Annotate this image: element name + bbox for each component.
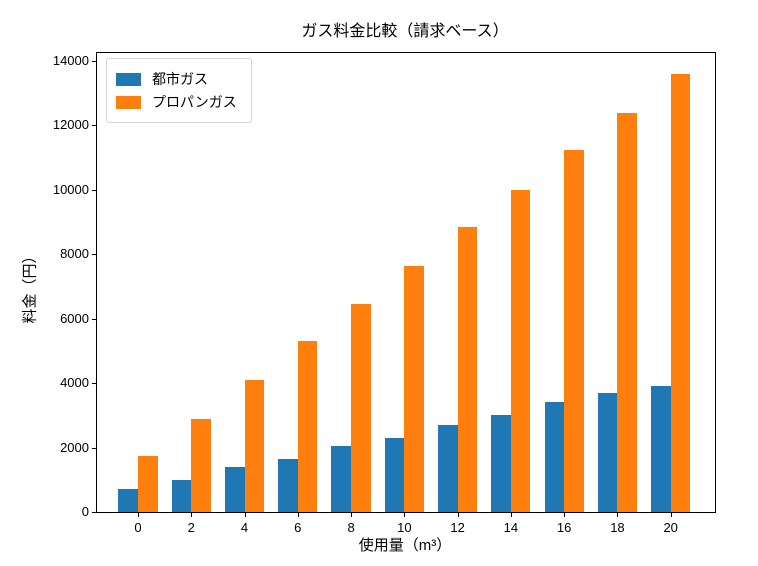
y-tick-mark-14000 [92, 61, 96, 63]
bar-city-gas-x18 [597, 392, 618, 512]
legend-label-propane-gas: プロパンガス [152, 94, 237, 110]
y-tick-label-2000: 2000 [60, 439, 89, 455]
bar-city-gas-x12 [438, 425, 458, 512]
bar-propane-gas-x4 [244, 379, 265, 512]
x-tick-label-4: 4 [240, 520, 249, 535]
bar-propane-gas-x18 [617, 112, 638, 512]
legend-swatch-city-gas-icon [116, 72, 141, 86]
bar-city-gas-x10 [384, 437, 405, 512]
y-tick-label-6000: 6000 [60, 310, 89, 326]
x-tick-label-12: 12 [450, 520, 465, 535]
bar-propane-gas-x16 [564, 149, 584, 512]
x-tick-label-14: 14 [503, 520, 519, 535]
x-tick-label-2: 2 [187, 520, 195, 535]
x-tick-mark-0 [138, 513, 139, 517]
bar-propane-gas-x8 [351, 304, 371, 512]
x-tick-mark-20 [670, 513, 672, 517]
bar-city-gas-x2 [171, 479, 192, 512]
y-tick-mark-0 [92, 512, 96, 513]
y-tick-label-4000: 4000 [60, 375, 89, 391]
x-tick-mark-16 [564, 513, 566, 517]
legend-item-city-gas: 都市ガス [116, 69, 237, 89]
bar-propane-gas-x2 [191, 418, 211, 512]
bar-city-gas-x20 [651, 386, 671, 512]
y-tick-mark-12000 [92, 125, 96, 127]
plot-area: 0 2 4 6 8 10 12 14 16 18 20 0 2000 4000 6000 8000 10000 1… [53, 52, 716, 535]
y-tick-mark-6000 [92, 318, 96, 320]
x-tick-label-8: 8 [347, 520, 355, 535]
y-tick-label-14000: 14000 [52, 53, 89, 69]
bar-propane-gas-x6 [297, 341, 318, 512]
x-tick-mark-2 [191, 513, 193, 517]
x-tick-mark-10 [404, 513, 406, 517]
x-tick-label-20: 20 [663, 520, 678, 535]
y-tick-label-12000: 12000 [52, 117, 89, 133]
bar-city-gas-x14 [491, 415, 511, 512]
y-tick-mark-10000 [92, 189, 96, 191]
x-tick-label-0: 0 [134, 520, 142, 535]
bar-propane-gas-x10 [404, 265, 424, 512]
legend-label-city-gas: 都市ガス [152, 71, 208, 87]
x-tick-mark-18 [617, 513, 619, 517]
x-tick-mark-14 [510, 513, 512, 517]
y-tick-label-0: 0 [81, 504, 89, 519]
x-axis-label: 使用量（m³） [358, 537, 452, 554]
legend-swatch-propane-gas-icon [116, 95, 141, 109]
bar-propane-gas-x20 [670, 73, 691, 512]
y-tick-label-8000: 8000 [60, 246, 89, 262]
y-tick-mark-8000 [92, 254, 96, 256]
bar-propane-gas-x14 [510, 189, 531, 512]
y-tick-mark-4000 [92, 383, 96, 385]
y-tick-mark-2000 [92, 447, 96, 449]
x-tick-label-6: 6 [294, 520, 302, 535]
y-tick-label-10000: 10000 [52, 181, 89, 197]
x-tick-mark-6 [297, 513, 299, 517]
bar-propane-gas-x12 [457, 226, 478, 512]
x-tick-label-18: 18 [610, 520, 625, 535]
bar-city-gas-x0 [118, 489, 138, 512]
chart-title: ガス料金比較（請求ベース） [301, 23, 509, 40]
bar-city-gas-x6 [278, 458, 298, 512]
x-tick-label-10: 10 [397, 520, 412, 535]
bar-city-gas-x8 [331, 445, 352, 512]
x-tick-mark-8 [351, 513, 353, 517]
legend: 都市ガス プロパンガス [106, 58, 252, 123]
x-tick-mark-4 [244, 513, 246, 517]
bar-city-gas-x16 [544, 402, 565, 512]
legend-item-propane-gas: プロパンガス [116, 92, 237, 112]
bar-city-gas-x4 [224, 466, 245, 512]
x-tick-label-16: 16 [556, 520, 572, 535]
x-tick-mark-12 [457, 513, 459, 517]
bar-propane-gas-x0 [138, 455, 158, 512]
